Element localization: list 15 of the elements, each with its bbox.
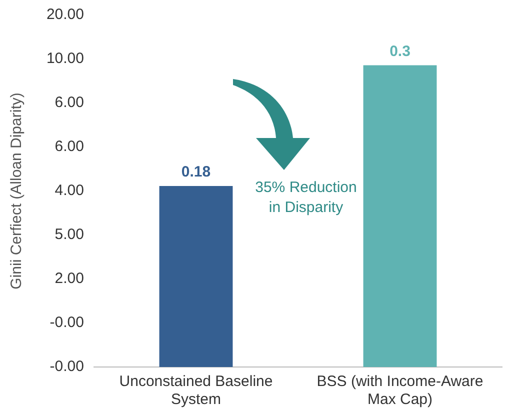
text: 6.00: [54, 94, 84, 111]
y-axis-title: Ginii Cerfiect (Alloan Diparity): [8, 92, 26, 290]
text: 10.00: [45, 50, 84, 68]
text: 5.00: [54, 226, 84, 243]
data-label: 0.18: [181, 164, 211, 181]
annotation: 35% Reduction in Disparity: [254, 178, 358, 218]
text: 6.00: [54, 138, 84, 155]
text: -0.00: [48, 314, 84, 332]
data-label: 0.3: [390, 42, 410, 60]
text: 4.00: [54, 182, 84, 199]
x-tick-label: Unconstained Baseline System: [119, 373, 273, 408]
text: -0.00: [48, 358, 84, 376]
x-tick-label: BSS (with Income-Aware Max Cap): [316, 373, 484, 408]
text: 2.00: [54, 270, 84, 287]
text: 20.00: [45, 6, 84, 24]
